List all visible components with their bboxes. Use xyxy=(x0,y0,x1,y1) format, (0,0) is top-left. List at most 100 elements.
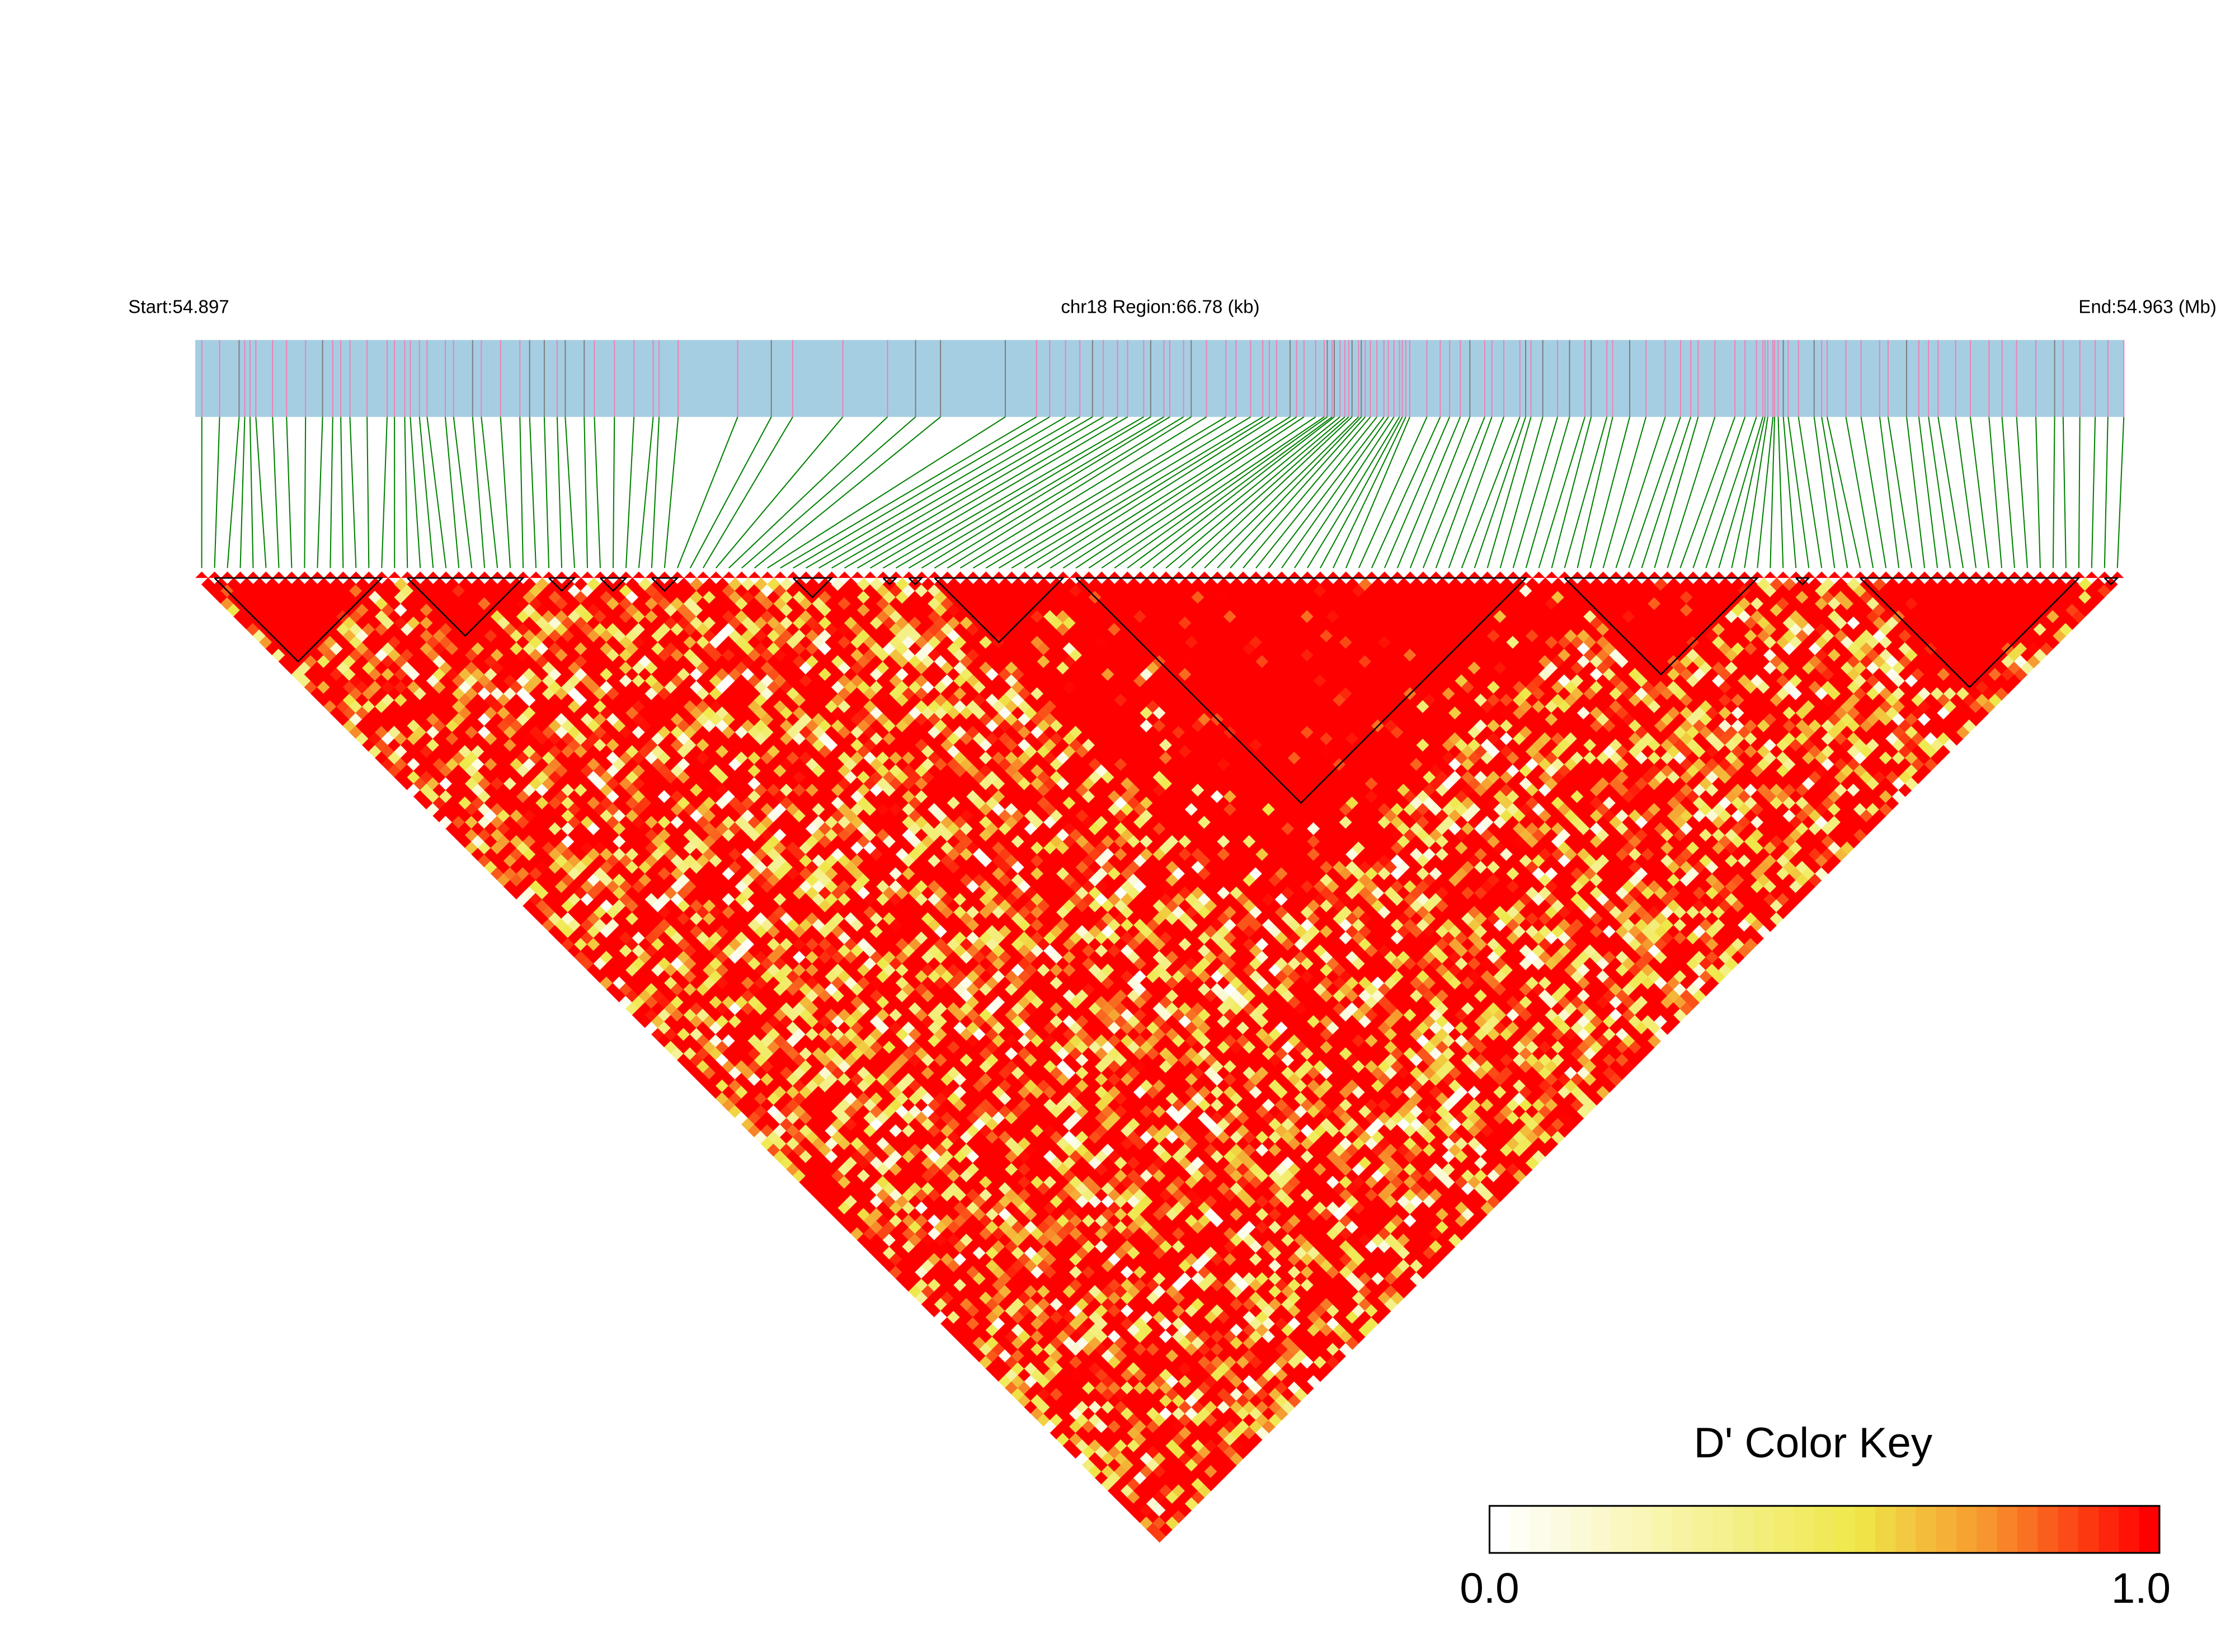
heatmap-cell xyxy=(1133,1381,1147,1395)
heatmap-cell xyxy=(298,661,312,675)
heatmap-cell xyxy=(1171,1445,1186,1460)
snp-connector xyxy=(1486,416,1532,568)
snp-connector xyxy=(249,417,254,568)
snp-marks xyxy=(201,340,2125,417)
heatmap-cell xyxy=(330,655,344,669)
snp-connector xyxy=(1088,416,1316,569)
snp-connector xyxy=(1512,416,1559,568)
heatmap-cell xyxy=(1075,1362,1090,1376)
heatmap-cell xyxy=(298,674,312,688)
snp-connector xyxy=(1777,417,1784,568)
snp-connector xyxy=(728,416,888,569)
snp-connector xyxy=(1845,417,1874,568)
snp-connector xyxy=(1101,416,1325,569)
snp-connector xyxy=(1050,416,1291,569)
heatmap-cell xyxy=(355,629,370,643)
snp-connector xyxy=(1152,416,1340,569)
heatmap-cell xyxy=(304,577,318,591)
snp-connector xyxy=(1281,416,1389,568)
snp-connector xyxy=(1692,416,1746,568)
snp-connector xyxy=(1525,416,1570,568)
heatmap-cell xyxy=(304,655,318,669)
snp-connector xyxy=(404,417,408,568)
heatmap-cell xyxy=(330,680,344,694)
snp-connector xyxy=(806,416,1066,569)
snp-connector xyxy=(1564,416,1608,568)
heatmap-cell xyxy=(304,590,318,604)
snp-connector xyxy=(1551,417,1592,568)
snp-connector xyxy=(1114,416,1328,569)
heatmap-cell xyxy=(355,680,370,694)
heatmap-cell xyxy=(355,616,370,630)
heatmap-cell xyxy=(400,661,415,675)
snp-connector xyxy=(909,416,1164,569)
heatmap-cell xyxy=(355,642,370,656)
snp-connector xyxy=(1628,416,1681,568)
end-label: End:54.963 (Mb) xyxy=(2078,296,2217,317)
snp-connector xyxy=(1770,417,1776,568)
snp-connector xyxy=(2016,417,2028,568)
snp-connector xyxy=(921,416,1170,569)
snp-connector xyxy=(255,417,267,568)
start-label: Start:54.897 xyxy=(128,296,229,317)
snp-connector xyxy=(529,417,537,568)
snp-connector xyxy=(2001,417,2015,568)
snp-connector xyxy=(366,417,370,568)
snp-connector xyxy=(1905,417,1926,568)
snp-connector xyxy=(2052,417,2055,568)
snp-connector xyxy=(1294,416,1395,568)
snp-connector xyxy=(1037,416,1277,569)
heatmap-cell xyxy=(1210,1471,1225,1485)
snp-connector xyxy=(1821,417,1848,568)
snp-connector xyxy=(1615,416,1666,568)
snp-connector xyxy=(444,417,460,568)
snp-connector xyxy=(227,417,240,568)
snp-connector xyxy=(1937,417,1964,568)
snp-connector xyxy=(1127,416,1333,569)
snp-connector xyxy=(2062,417,2067,568)
snp-connector xyxy=(972,416,1226,569)
heatmap-cell xyxy=(400,674,415,688)
snp-connector xyxy=(818,416,1080,569)
snp-connector xyxy=(410,417,421,568)
heatmap-cell xyxy=(298,635,312,649)
heatmap-cell xyxy=(304,680,318,694)
snp-connector xyxy=(934,416,1184,569)
heatmap-cell xyxy=(1133,1432,1147,1447)
snp-connector xyxy=(985,416,1236,569)
snp-connector xyxy=(780,416,1037,569)
heatmap-cell xyxy=(330,629,344,643)
snp-connector xyxy=(1679,416,1736,568)
snp-connector xyxy=(1538,416,1585,568)
snp-connector xyxy=(870,416,1128,569)
snp-connector xyxy=(349,417,357,568)
snp-connector xyxy=(1813,417,1836,568)
heatmap-cell xyxy=(298,596,312,611)
snp-connector xyxy=(2104,417,2109,568)
snp-connector xyxy=(1474,416,1527,568)
snp-connector xyxy=(1140,416,1335,569)
snp-connector xyxy=(1918,417,1938,568)
snp-connector xyxy=(947,416,1192,569)
heatmap-cell xyxy=(285,661,299,675)
snp-connector xyxy=(998,416,1251,569)
snp-connector xyxy=(2091,417,2096,568)
snp-connector xyxy=(2116,417,2125,568)
snp-connector xyxy=(1435,416,1493,568)
snp-connector xyxy=(1320,416,1403,568)
snp-connector xyxy=(1798,417,1823,568)
snp-connector xyxy=(1230,416,1366,569)
snp-connector xyxy=(272,417,280,568)
snp-connector xyxy=(831,416,1093,569)
snp-connector xyxy=(330,417,333,568)
heatmap-cell xyxy=(1062,1362,1077,1376)
snp-connector xyxy=(1654,416,1699,568)
snp-connector xyxy=(1602,416,1647,568)
snp-connector xyxy=(767,416,1006,569)
gene-track xyxy=(195,340,2124,417)
snp-connector xyxy=(1860,417,1887,568)
heatmap-cell xyxy=(304,616,318,630)
snp-connector xyxy=(716,416,844,568)
snp-connector xyxy=(754,416,941,569)
heatmap-cell xyxy=(1024,1362,1038,1376)
